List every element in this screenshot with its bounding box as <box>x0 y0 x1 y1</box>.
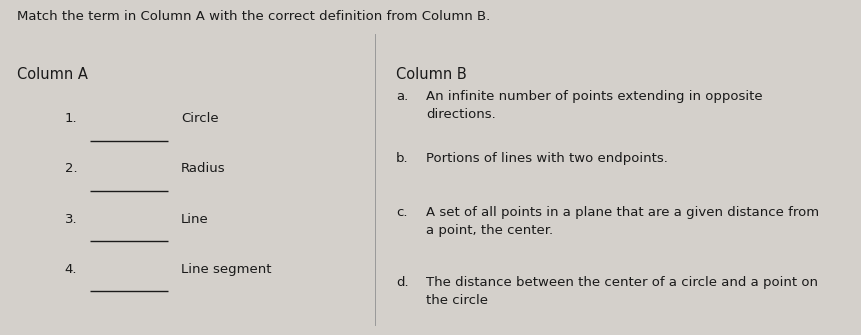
Text: c.: c. <box>396 206 407 219</box>
Text: Match the term in Column A with the correct definition from Column B.: Match the term in Column A with the corr… <box>17 10 491 23</box>
Text: Line: Line <box>181 213 208 226</box>
Text: 4.: 4. <box>65 263 77 276</box>
Text: Radius: Radius <box>181 162 226 176</box>
Text: 1.: 1. <box>65 112 77 125</box>
Text: b.: b. <box>396 152 409 165</box>
Text: The distance between the center of a circle and a point on
the circle: The distance between the center of a cir… <box>426 276 818 307</box>
Text: 3.: 3. <box>65 213 77 226</box>
Text: Column A: Column A <box>17 67 88 82</box>
Text: Portions of lines with two endpoints.: Portions of lines with two endpoints. <box>426 152 668 165</box>
Text: A set of all points in a plane that are a given distance from
a point, the cente: A set of all points in a plane that are … <box>426 206 820 237</box>
Text: Circle: Circle <box>181 112 219 125</box>
Text: Line segment: Line segment <box>181 263 271 276</box>
Text: a.: a. <box>396 90 408 104</box>
Text: d.: d. <box>396 276 409 289</box>
Text: Column B: Column B <box>396 67 467 82</box>
Text: An infinite number of points extending in opposite
directions.: An infinite number of points extending i… <box>426 90 763 121</box>
Text: 2.: 2. <box>65 162 77 176</box>
